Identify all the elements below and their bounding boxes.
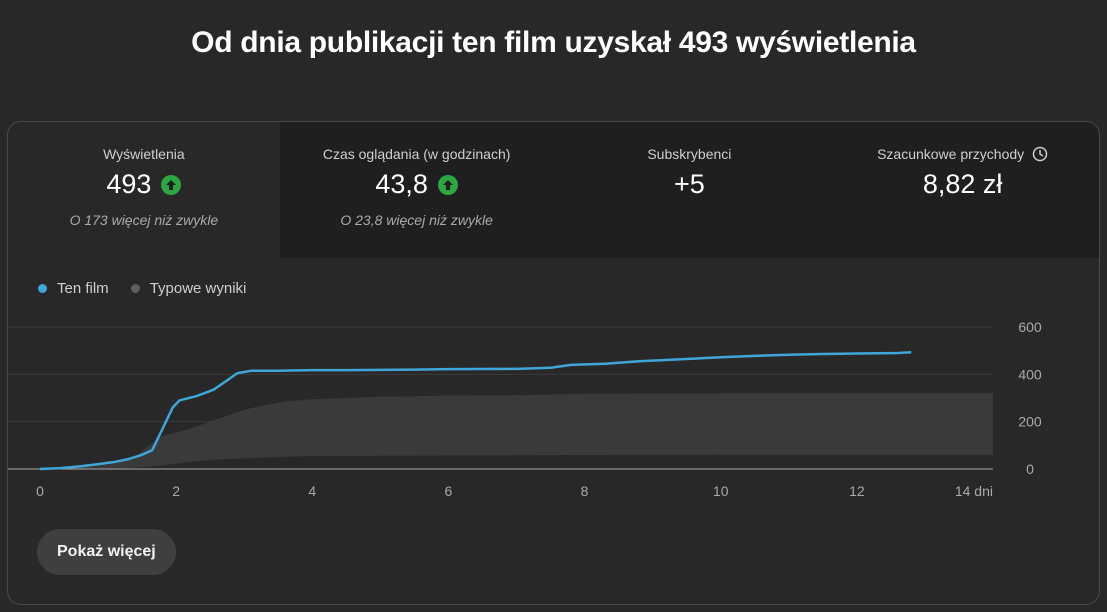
metric-tab-revenue[interactable]: Szacunkowe przychody 8,82 zł [826, 122, 1099, 258]
legend-label-typical: Typowe wyniki [149, 280, 247, 297]
metric-label-subscribers: Subskrybenci [647, 146, 732, 162]
metric-label-revenue: Szacunkowe przychody [877, 146, 1025, 162]
y-tick-label: 400 [1018, 366, 1042, 382]
metric-comparison-watch-time: O 23,8 więcej niż zwykle [340, 212, 493, 228]
series-this-video-line [39, 351, 912, 471]
metrics-row: Wyświetlenia 493 O 173 więcej niż zwykle… [8, 122, 1099, 258]
metric-value-revenue: 8,82 zł [922, 169, 1003, 199]
y-tick-label: 0 [1026, 461, 1034, 477]
legend-dot-this-video [38, 284, 47, 293]
legend-dot-typical [130, 284, 140, 293]
metric-tab-watch-time[interactable]: Czas oglądania (w godzinach) 43,8 O 23,8… [280, 122, 554, 258]
legend-label-this-video: Ten film [57, 280, 109, 297]
x-tick-label: 6 [445, 483, 453, 499]
y-tick-label: 200 [1018, 414, 1042, 430]
metric-comparison-views: O 173 więcej niż zwykle [69, 212, 219, 228]
x-tick-label: 4 [308, 483, 316, 499]
arrow-up-icon [437, 174, 458, 195]
legend-item-this-video: Ten film [38, 280, 109, 297]
x-tick-label: 14 dni [955, 483, 993, 499]
chart-legend: Ten film Typowe wyniki [38, 280, 246, 297]
metric-value-subscribers: +5 [673, 169, 705, 199]
metric-label-watch-time: Czas oglądania (w godzinach) [322, 146, 511, 162]
show-more-button[interactable]: Pokaż więcej [37, 529, 176, 575]
metric-tab-views[interactable]: Wyświetlenia 493 O 173 więcej niż zwykle [8, 122, 281, 258]
x-tick-label: 0 [36, 483, 44, 499]
legend-item-typical: Typowe wyniki [130, 280, 247, 297]
x-tick-label: 10 [713, 483, 729, 499]
metric-value-watch-time: 43,8 [375, 169, 428, 199]
analytics-card: Wyświetlenia 493 O 173 więcej niż zwykle… [7, 121, 1100, 605]
series-typical-band [40, 393, 993, 469]
y-tick-label: 600 [1018, 319, 1042, 335]
arrow-up-icon [161, 174, 182, 195]
metric-label-views: Wyświetlenia [103, 146, 185, 162]
views-chart: 0 2 4 6 8 10 12 14 dni 600 400 200 0 [8, 319, 1042, 499]
metric-value-views: 493 [106, 169, 152, 199]
page-title: Od dnia publikacji ten film uzyskał 493 … [191, 26, 916, 59]
x-tick-label: 8 [581, 483, 589, 499]
x-tick-label: 12 [849, 483, 865, 499]
clock-icon [1032, 146, 1048, 162]
x-tick-label: 2 [172, 483, 180, 499]
metric-tab-subscribers[interactable]: Subskrybenci +5 [553, 122, 827, 258]
